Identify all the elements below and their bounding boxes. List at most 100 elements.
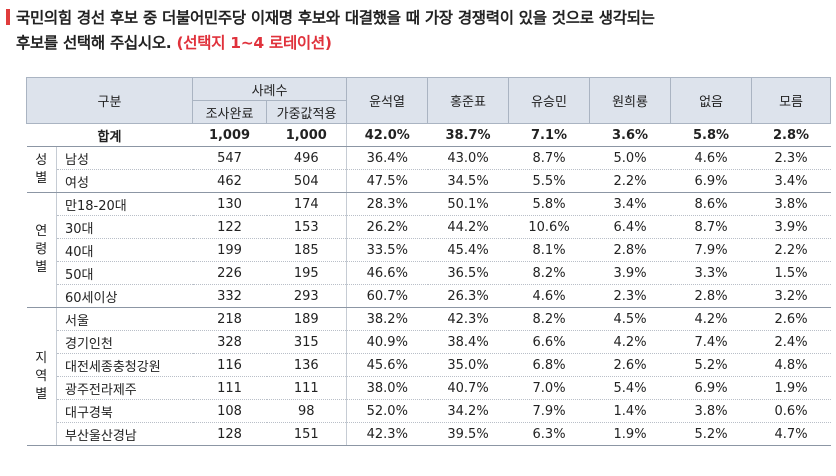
table-cell: 45.4% — [427, 238, 509, 262]
row-label: 광주전라제주 — [56, 376, 193, 400]
table-cell: 122 — [192, 215, 267, 239]
question-text-1: 국민의힘 경선 후보 중 더불어민주당 이재명 후보와 대결했을 때 가장 경쟁… — [16, 9, 655, 27]
row-label: 대전세종충청강원 — [56, 353, 193, 377]
table-cell: 128 — [192, 422, 267, 446]
table-row: 대전세종충청강원 116 136 45.6% 35.0% 6.8% 2.6% 5.2% 4.8% — [27, 353, 831, 377]
row-label: 만18-20대 — [56, 192, 193, 216]
header-option: 모름 — [751, 77, 832, 124]
table-row: 60세이상 332 293 60.7% 26.3% 4.6% 2.3% 2.8% 3.2% — [27, 284, 831, 308]
table-cell: 2.8% — [589, 238, 671, 262]
row-label: 대구경북 — [56, 399, 193, 423]
table-row: 30대 122 153 26.2% 44.2% 10.6% 6.4% 8.7% 3.9% — [27, 215, 831, 239]
table-cell: 111 — [266, 376, 348, 400]
table-cell: 4.6% — [670, 146, 752, 170]
table-cell: 8.7% — [508, 146, 590, 170]
table-row: 광주전라제주 111 111 38.0% 40.7% 7.0% 5.4% 6.9% 1.9% — [27, 376, 831, 400]
table-cell: 199 — [192, 238, 267, 262]
table-cell: 47.5% — [346, 169, 428, 193]
row-label: 남성 — [56, 146, 193, 170]
table-cell: 38.7% — [427, 123, 509, 147]
table-cell: 6.3% — [508, 422, 590, 446]
table-cell: 5.5% — [508, 169, 590, 193]
table-cell: 496 — [266, 146, 348, 170]
table-cell: 3.9% — [589, 261, 671, 285]
table-cell: 38.4% — [427, 330, 509, 354]
table-cell: 4.5% — [589, 307, 671, 331]
table-row: 성 별 남성 547 496 36.4% 43.0% 8.7% 5.0% 4.6% 2.3% — [26, 146, 831, 193]
table-cell: 504 — [266, 169, 348, 193]
table-cell: 315 — [266, 330, 348, 354]
rotation-note: (선택지 1~4 로테이션) — [176, 34, 332, 52]
table-cell: 34.2% — [427, 399, 509, 423]
table-cell: 34.5% — [427, 169, 509, 193]
table-cell: 2.2% — [751, 238, 831, 262]
table-cell: 8.2% — [508, 307, 590, 331]
table-cell: 52.0% — [346, 399, 428, 423]
table-cell: 185 — [266, 238, 348, 262]
question-text-2: 후보를 선택해 주십시오. — [16, 34, 172, 52]
table-cell: 98 — [266, 399, 348, 423]
row-label: 부산울산경남 — [56, 422, 193, 446]
table-row: 40대 199 185 33.5% 45.4% 8.1% 2.8% 7.9% 2.2% — [27, 238, 831, 262]
table-cell: 44.2% — [427, 215, 509, 239]
table-cell: 328 — [192, 330, 267, 354]
table-cell: 5.2% — [670, 422, 752, 446]
table-cell: 195 — [266, 261, 348, 285]
table-cell: 2.6% — [589, 353, 671, 377]
row-label: 50대 — [56, 261, 193, 285]
table-cell: 218 — [192, 307, 267, 331]
table-cell: 33.5% — [346, 238, 428, 262]
table-row: 여성 462 504 47.5% 34.5% 5.5% 2.2% 6.9% 3.4% — [27, 169, 831, 193]
row-label: 40대 — [56, 238, 193, 262]
table-cell: 2.3% — [751, 146, 831, 170]
table-row: 경기인천 328 315 40.9% 38.4% 6.6% 4.2% 7.4% 2.4% — [27, 330, 831, 354]
header-sample: 사례수 — [192, 77, 348, 101]
table-cell: 3.4% — [589, 192, 671, 216]
table-cell: 4.2% — [589, 330, 671, 354]
table-body: 합계 1,009 1,000 42.0% 38.7% 7.1% 3.6% 5.8% 2.8% 성 별… — [26, 123, 831, 446]
table-cell: 36.4% — [346, 146, 428, 170]
table-cell: 7.4% — [670, 330, 752, 354]
table-cell: 4.2% — [670, 307, 752, 331]
row-label: 여성 — [56, 169, 193, 193]
table-row: 지 역 별 서울 218 189 38.2% 42.3% 8.2% 4.5% 4.2% 2.6% — [26, 307, 831, 446]
table-cell: 45.6% — [346, 353, 428, 377]
table-cell: 116 — [192, 353, 267, 377]
row-label: 30대 — [56, 215, 193, 239]
table-cell: 28.3% — [346, 192, 428, 216]
table-cell: 5.4% — [589, 376, 671, 400]
table-cell: 4.6% — [508, 284, 590, 308]
table-cell: 1.9% — [751, 376, 831, 400]
table-row: 부산울산경남 128 151 42.3% 39.5% 6.3% 1.9% 5.2% 4.7% — [27, 422, 831, 446]
header-category: 구분 — [25, 77, 194, 124]
table-cell: 6.9% — [670, 169, 752, 193]
row-label: 60세이상 — [56, 284, 193, 308]
row-label: 경기인천 — [56, 330, 193, 354]
table-cell: 2.6% — [751, 307, 831, 331]
table-cell: 7.9% — [508, 399, 590, 423]
table-row: 50대 226 195 46.6% 36.5% 8.2% 3.9% 3.3% 1.5% — [27, 261, 831, 285]
table-cell: 6.9% — [670, 376, 752, 400]
table-cell: 60.7% — [346, 284, 428, 308]
table-cell: 151 — [266, 422, 348, 446]
table-cell: 6.8% — [508, 353, 590, 377]
table-row-total: 합계 1,009 1,000 42.0% 38.7% 7.1% 3.6% 5.8% 2.8% — [26, 123, 831, 147]
table-cell: 1,009 — [192, 123, 267, 147]
header-option: 유승민 — [508, 77, 591, 124]
table-cell: 111 — [192, 376, 267, 400]
table-cell: 42.0% — [346, 123, 428, 147]
table-cell: 136 — [266, 353, 348, 377]
table-cell: 2.8% — [751, 123, 831, 147]
table-cell: 226 — [192, 261, 267, 285]
row-label: 서울 — [56, 307, 193, 331]
header-option: 홍준표 — [427, 77, 510, 124]
table-cell: 40.7% — [427, 376, 509, 400]
question-line-2: 후보를 선택해 주십시오. (선택지 1~4 로테이션) — [6, 31, 832, 56]
table-cell: 5.8% — [670, 123, 752, 147]
table-cell: 332 — [192, 284, 267, 308]
table-cell: 4.7% — [751, 422, 831, 446]
table-cell: 3.6% — [589, 123, 671, 147]
table-cell: 1.9% — [589, 422, 671, 446]
